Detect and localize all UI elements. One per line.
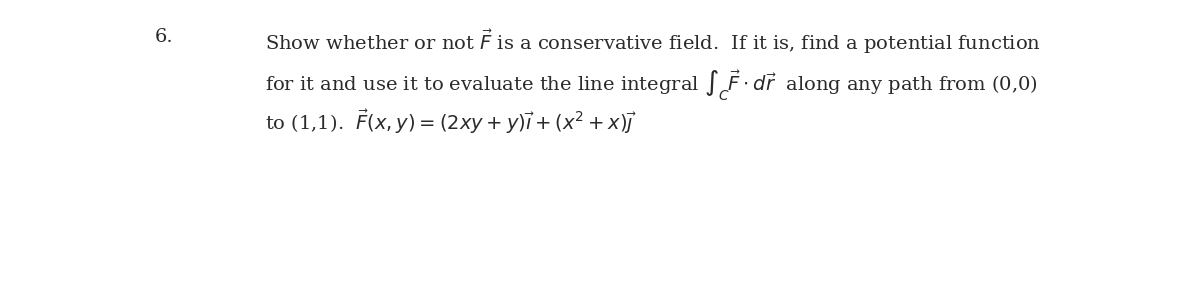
Text: for it and use it to evaluate the line integral $\int_C \vec{F} \cdot d\vec{r}$ : for it and use it to evaluate the line i… (265, 68, 1038, 103)
Text: Show whether or not $\vec{F}$ is a conservative field.  If it is, find a potenti: Show whether or not $\vec{F}$ is a conse… (265, 28, 1040, 56)
Text: to (1,1).  $\vec{F}(x, y) = (2xy + y)\vec{\imath} +(x^2 + x)\vec{\jmath}$: to (1,1). $\vec{F}(x, y) = (2xy + y)\vec… (265, 108, 637, 136)
Text: 6.: 6. (155, 28, 174, 46)
